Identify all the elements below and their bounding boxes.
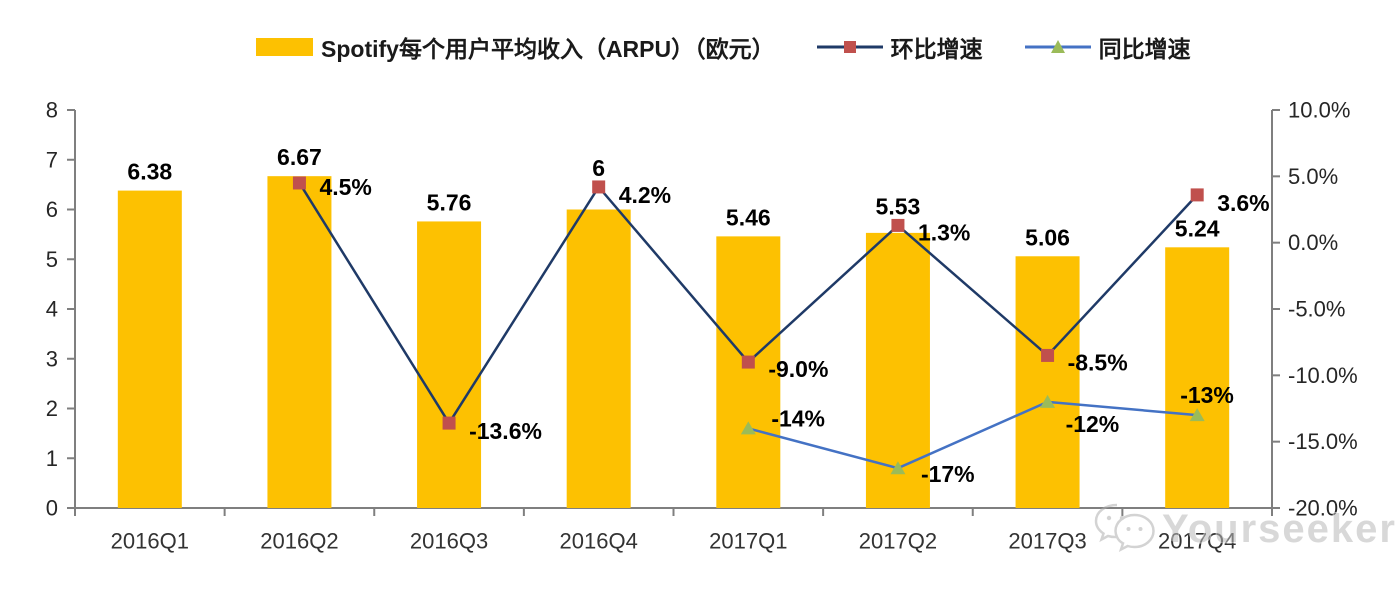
x-axis-label-2017Q1: 2017Q1 bbox=[709, 529, 787, 554]
qoq-marker-2017Q1 bbox=[741, 355, 755, 369]
qoq-point-label-2016Q2: 4.5% bbox=[319, 174, 371, 200]
qoq-line-marker-icon bbox=[816, 41, 883, 53]
right-axis-tick-label: 0.0% bbox=[1288, 230, 1338, 255]
legend-qoq: 环比增速 bbox=[816, 30, 983, 64]
yoy-marker-2017Q3 bbox=[1040, 394, 1056, 408]
right-axis-tick-label: 5.0% bbox=[1288, 164, 1338, 189]
bar-2017Q3 bbox=[1015, 256, 1080, 508]
x-axis-label-2016Q1: 2016Q1 bbox=[111, 529, 189, 554]
x-axis-label-2016Q3: 2016Q3 bbox=[410, 529, 488, 554]
bar-label-2016Q3: 5.76 bbox=[427, 189, 472, 215]
x-axis-label-2017Q4: 2017Q4 bbox=[1158, 529, 1236, 554]
legend-yoy-label: 同比增速 bbox=[1098, 36, 1191, 62]
qoq-point-label-2017Q2: 1.3% bbox=[918, 219, 970, 245]
left-axis-tick-label: 1 bbox=[46, 446, 58, 471]
bar-2016Q3 bbox=[417, 221, 482, 508]
yoy-point-label-2017Q4: -13% bbox=[1180, 382, 1234, 408]
arpu-bar-swatch-icon bbox=[256, 38, 313, 56]
bar-label-2017Q4: 5.24 bbox=[1175, 215, 1220, 241]
qoq-point-label-2016Q3: -13.6% bbox=[469, 418, 542, 444]
yoy-line-marker-icon bbox=[1024, 40, 1091, 53]
bar-2017Q1 bbox=[716, 236, 781, 509]
bar-2017Q4 bbox=[1165, 247, 1230, 508]
left-axis-tick-label: 3 bbox=[46, 346, 58, 371]
bar-label-2016Q2: 6.67 bbox=[277, 144, 322, 170]
right-axis-tick-label: 10.0% bbox=[1288, 98, 1350, 123]
yoy-point-label-2017Q2: -17% bbox=[921, 461, 975, 487]
left-axis-tick-label: 0 bbox=[46, 496, 58, 521]
left-axis-tick-label: 5 bbox=[46, 247, 58, 272]
yoy-marker-2017Q2 bbox=[890, 461, 906, 475]
left-axis-tick-label: 8 bbox=[46, 98, 58, 123]
bar-2016Q4 bbox=[566, 209, 631, 508]
right-axis-tick-label: -5.0% bbox=[1288, 297, 1345, 322]
qoq-marker-2017Q4 bbox=[1190, 188, 1204, 202]
qoq-point-label-2016Q4: 4.2% bbox=[619, 182, 671, 208]
bar-label-2016Q4: 6 bbox=[592, 155, 605, 181]
legend-qoq-label: 环比增速 bbox=[890, 36, 983, 62]
yoy-point-label-2017Q1: -14% bbox=[771, 405, 825, 431]
right-axis-tick-label: -15.0% bbox=[1288, 429, 1358, 454]
chart-legend: Spotify每个用户平均收入（ARPU）（欧元） 环比增速 同比增速 bbox=[256, 30, 1191, 64]
bar-label-2017Q3: 5.06 bbox=[1025, 224, 1070, 250]
bar-label-2016Q1: 6.38 bbox=[127, 159, 172, 185]
right-axis-tick-label: -20.0% bbox=[1288, 496, 1358, 521]
x-axis-label-2016Q2: 2016Q2 bbox=[260, 529, 338, 554]
right-axis-tick-label: -10.0% bbox=[1288, 363, 1358, 388]
qoq-point-label-2017Q4: 3.6% bbox=[1217, 190, 1269, 216]
legend-yoy: 同比增速 bbox=[1024, 30, 1191, 64]
yoy-marker-2017Q1 bbox=[740, 421, 756, 435]
x-axis-label-2016Q4: 2016Q4 bbox=[560, 529, 638, 554]
qoq-marker-2016Q3 bbox=[442, 416, 456, 430]
legend-arpu: Spotify每个用户平均收入（ARPU）（欧元） bbox=[256, 30, 775, 64]
yoy-marker-2017Q4 bbox=[1189, 408, 1205, 422]
yoy-point-label-2017Q3: -12% bbox=[1066, 411, 1120, 437]
qoq-marker-2016Q4 bbox=[592, 180, 606, 194]
qoq-marker-2017Q2 bbox=[891, 218, 905, 232]
left-axis-tick-label: 7 bbox=[46, 147, 58, 172]
legend-arpu-label: Spotify每个用户平均收入（ARPU）（欧元） bbox=[321, 36, 775, 62]
qoq-marker-2016Q2 bbox=[292, 176, 306, 190]
left-axis-tick-label: 6 bbox=[46, 197, 58, 222]
bar-2016Q1 bbox=[117, 190, 182, 508]
left-axis-tick-label: 4 bbox=[46, 297, 58, 322]
qoq-marker-2017Q3 bbox=[1041, 348, 1055, 362]
bar-label-2017Q2: 5.53 bbox=[876, 193, 921, 219]
left-axis-tick-label: 2 bbox=[46, 396, 58, 421]
bar-label-2017Q1: 5.46 bbox=[726, 204, 771, 230]
qoq-point-label-2017Q1: -9.0% bbox=[768, 356, 828, 382]
qoq-point-label-2017Q3: -8.5% bbox=[1068, 349, 1128, 375]
x-axis-label-2017Q2: 2017Q2 bbox=[859, 529, 937, 554]
yoy-line bbox=[747, 400, 1198, 470]
x-axis-label-2017Q3: 2017Q3 bbox=[1008, 529, 1086, 554]
bar-2016Q2 bbox=[267, 176, 332, 509]
